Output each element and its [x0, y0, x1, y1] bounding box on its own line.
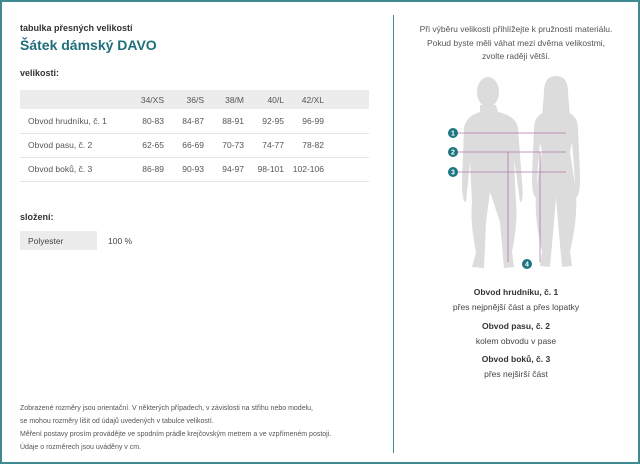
size-value: 92-95 — [248, 109, 288, 134]
size-value: 88-91 — [208, 109, 248, 134]
size-value: 70-73 — [208, 133, 248, 158]
row-label: Obvod hrudníku, č. 1 — [20, 109, 128, 134]
legend-title: Obvod hrudníku, č. 1 — [473, 287, 559, 297]
material-name: Polyester — [20, 231, 97, 250]
size-value: 66-69 — [168, 133, 208, 158]
legend-waist: Obvod pasu, č. 2 kolem obvodu v pase — [400, 321, 632, 346]
size-value: 78-82 — [288, 133, 328, 158]
page-title: Šátek dámský DAVO — [20, 37, 157, 53]
column-header: 34/XS — [128, 90, 168, 109]
body-measurement-illustration: 1 2 3 4 — [448, 76, 580, 269]
table-header: 34/XS 36/S 38/M 40/L 42/XL — [20, 90, 369, 109]
column-header: 40/L — [248, 90, 288, 109]
female-silhouette — [532, 76, 580, 267]
advice-line: zvolte raději větší. — [481, 51, 551, 61]
size-value: 62-65 — [128, 133, 168, 158]
material-percent: 100 % — [108, 236, 133, 246]
size-value: 98-101 — [248, 157, 288, 182]
footer-line: Údaje o rozměrech jsou uváděny v cm. — [20, 444, 141, 451]
size-value: 90-93 — [168, 157, 208, 182]
subtitle: tabulka přesných velikostí — [20, 23, 133, 33]
size-value: 94-97 — [208, 157, 248, 182]
table-row: Obvod hrudníku, č. 1 80-83 84-87 88-91 92-95… — [20, 109, 369, 134]
size-table: 34/XS 36/S 38/M 40/L 42/XL Obvod hrudník… — [20, 90, 369, 182]
legend-title: Obvod pasu, č. 2 — [481, 321, 551, 331]
footer-line: se mohou rozměry lišit od údajů uvedenýc… — [20, 418, 214, 425]
size-value: 84-87 — [168, 109, 208, 134]
row-label: Obvod boků, č. 3 — [20, 157, 128, 182]
size-value: 80-83 — [128, 109, 168, 134]
legend-desc: přes nejpnější část a přes lopatky — [452, 302, 580, 312]
marker-3: 3 — [448, 167, 458, 177]
sizes-heading: velikosti: — [20, 68, 60, 78]
marker-number: 4 — [525, 262, 529, 269]
footer-line: Měření postavy prosím provádějte ve spod… — [20, 431, 332, 438]
column-header: 36/S — [168, 90, 208, 109]
size-value: 86-89 — [128, 157, 168, 182]
column-header — [20, 90, 128, 109]
legend-desc: kolem obvodu v pase — [475, 336, 557, 346]
size-value: 96-99 — [288, 109, 328, 134]
size-value: 102-106 — [288, 157, 328, 182]
table-row: Obvod boků, č. 3 86-89 90-93 94-97 98-101 102… — [20, 157, 369, 182]
size-value: 74-77 — [248, 133, 288, 158]
divider — [393, 15, 394, 453]
size-advice: Při výběru velikosti přihlížejte k pružn… — [400, 23, 632, 64]
footer-note: Zobrazené rozměry jsou orientační. V něk… — [20, 402, 331, 454]
marker-2: 2 — [448, 147, 458, 157]
legend-desc: přes nejširší část — [484, 369, 548, 379]
marker-number: 2 — [451, 150, 455, 157]
composition-heading: složení: — [20, 212, 54, 222]
measurement-lines — [456, 132, 566, 262]
table-row: Obvod pasu, č. 2 62-65 66-69 70-73 74-77 78-8… — [20, 133, 369, 158]
row-label: Obvod pasu, č. 2 — [20, 133, 128, 158]
advice-line: Pokud byste měli váhat mezi dvěma veliko… — [426, 37, 606, 48]
legend-hips: Obvod boků, č. 3 přes nejširší část — [400, 354, 632, 379]
legend-chest: Obvod hrudníku, č. 1 přes nejpnější část … — [400, 287, 632, 312]
advice-line: Při výběru velikosti přihlížejte k pružn… — [419, 24, 613, 34]
column-header: 42/XL — [288, 90, 328, 109]
marker-1: 1 — [448, 128, 458, 138]
marker-number: 3 — [451, 170, 455, 177]
male-silhouette — [462, 77, 523, 268]
marker-number: 1 — [451, 131, 455, 138]
column-header: 38/M — [208, 90, 248, 109]
footer-line: Zobrazené rozměry jsou orientační. V něk… — [20, 405, 313, 412]
legend-title: Obvod boků, č. 3 — [481, 354, 551, 364]
marker-4: 4 — [522, 259, 532, 269]
